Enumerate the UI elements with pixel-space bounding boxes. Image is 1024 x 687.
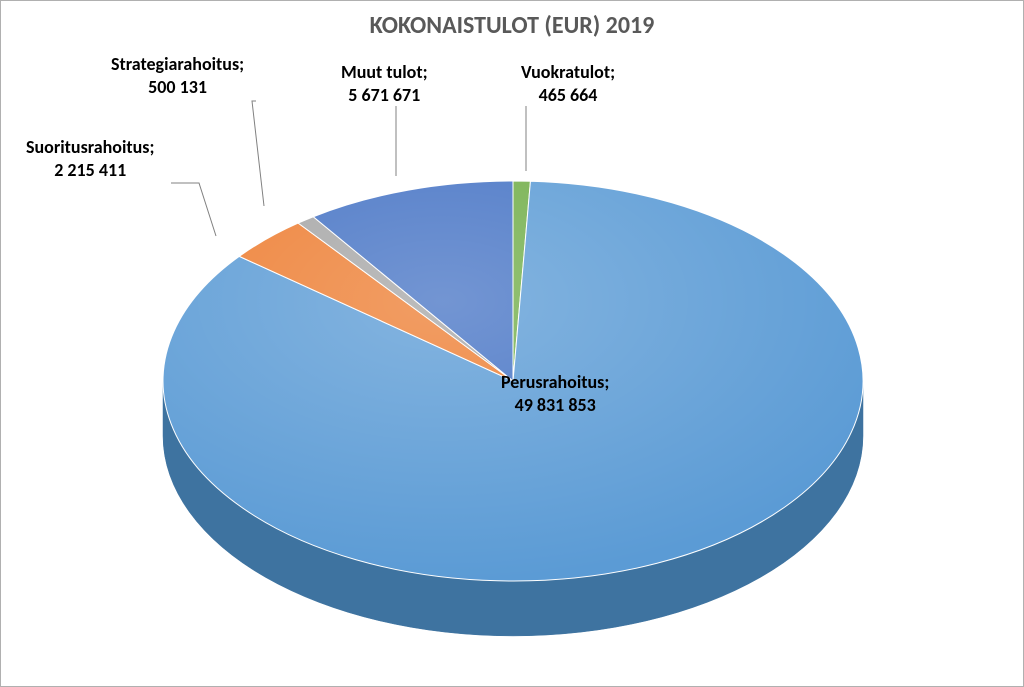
label-value: 49 831 853 (501, 394, 609, 417)
label-name: Muut tulot; (341, 61, 428, 84)
leader-suoritusrahoitus (171, 183, 216, 236)
pie-chart-3d: KOKONAISTULOT (EUR) 2019 Vuokratulot;465… (0, 0, 1024, 687)
label-value: 2 215 411 (26, 159, 154, 182)
label-name: Vuokratulot; (521, 61, 615, 84)
label-strategiarahoitus: Strategiarahoitus;500 131 (111, 53, 244, 98)
label-value: 465 664 (521, 84, 615, 107)
label-suoritusrahoitus: Suoritusrahoitus;2 215 411 (26, 136, 154, 181)
label-name: Strategiarahoitus; (111, 53, 244, 76)
pie-svg (1, 1, 1024, 687)
label-name: Perusrahoitus; (501, 371, 609, 394)
label-value: 500 131 (111, 76, 244, 99)
label-value: 5 671 671 (341, 84, 428, 107)
label-vuokratulot: Vuokratulot;465 664 (521, 61, 615, 106)
label-muut tulot: Muut tulot;5 671 671 (341, 61, 428, 106)
leader-strategiarahoitus (252, 101, 264, 206)
label-perusrahoitus: Perusrahoitus;49 831 853 (501, 371, 609, 416)
label-name: Suoritusrahoitus; (26, 136, 154, 159)
